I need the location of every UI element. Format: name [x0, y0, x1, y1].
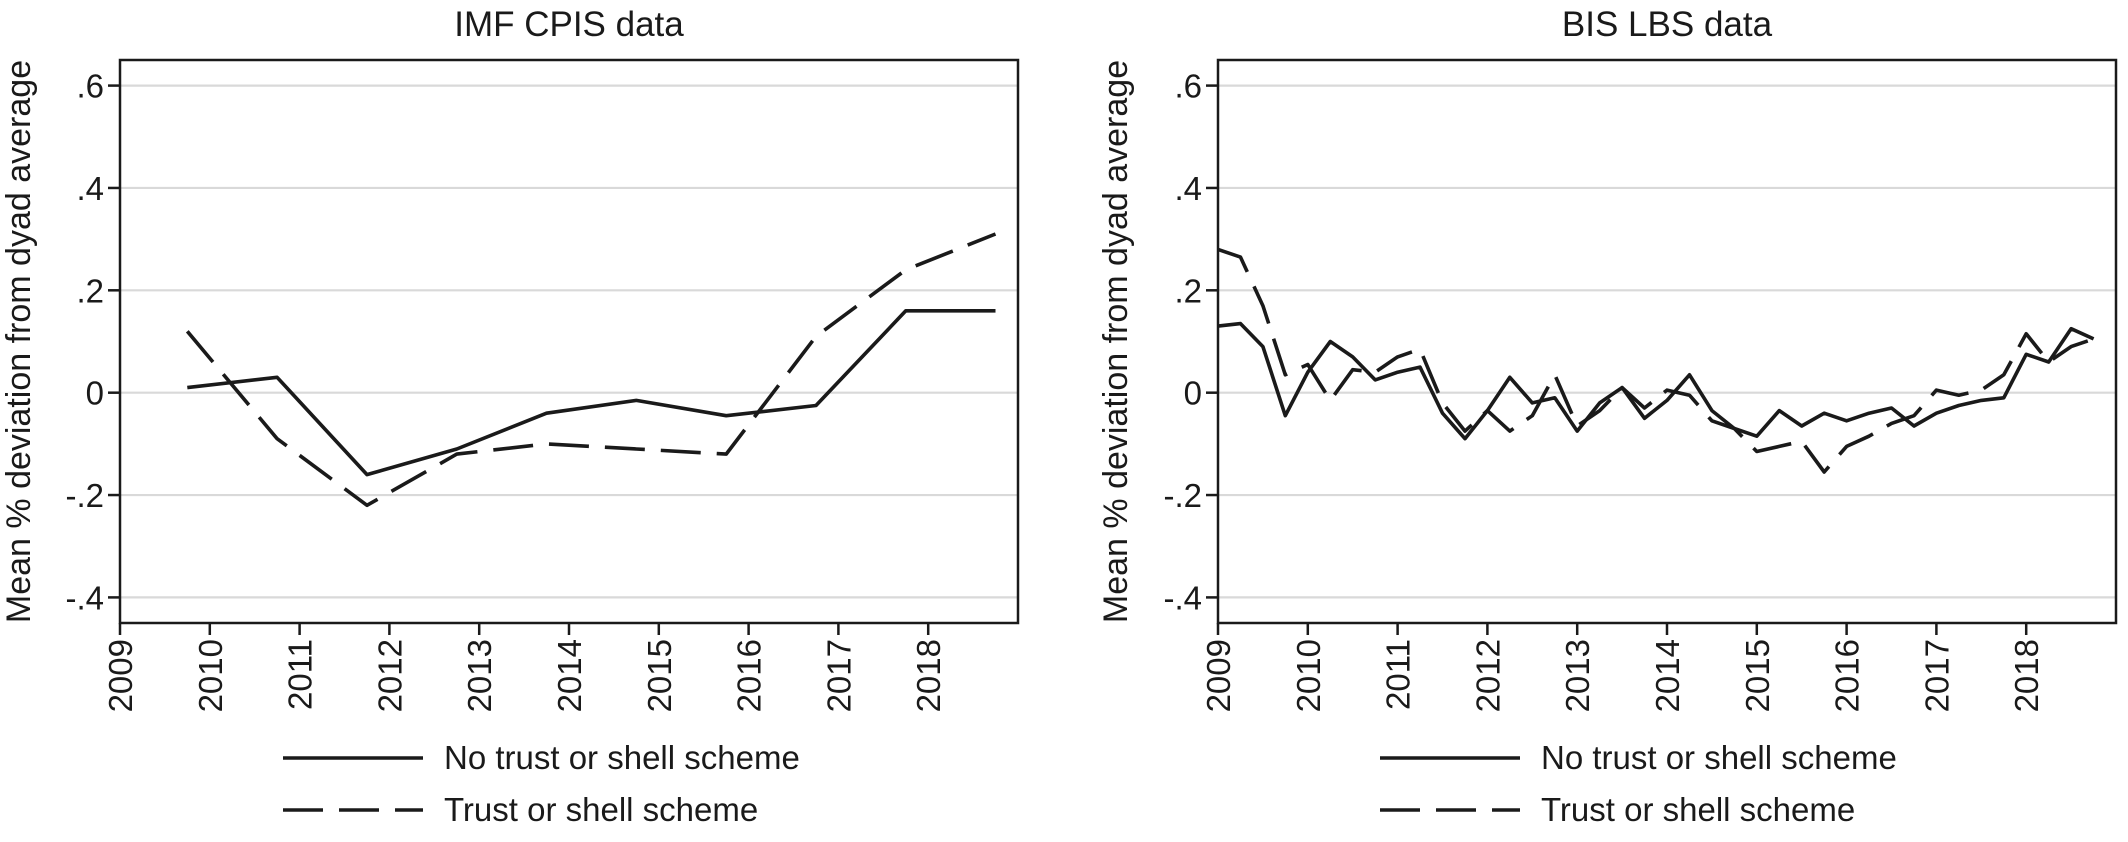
y-tick-label: .4: [76, 170, 104, 207]
y-tick-label: 0: [1184, 375, 1202, 412]
chart-title: BIS LBS data: [1562, 5, 1773, 44]
x-tick-label: 2017: [820, 639, 857, 712]
series-line-trust-or-shell: [1217, 247, 2095, 474]
x-tick-label: 2010: [1290, 639, 1327, 712]
legend-label: Trust or shell scheme: [1541, 791, 1855, 828]
x-tick-label: 2018: [2008, 639, 2045, 712]
x-tick-label: 2013: [461, 639, 498, 712]
plot-frame: [1216, 58, 2118, 625]
y-tick-label: .2: [1174, 272, 1202, 309]
chart-panel-imf-cpis: IMF CPIS data Mean % deviation from dyad …: [0, 5, 1020, 828]
y-axis-label: Mean % deviation from dyad average: [0, 60, 38, 623]
legend-label: No trust or shell scheme: [444, 739, 800, 776]
series-line-no-trust-or-shell: [1217, 321, 2095, 441]
x-tick-label: 2018: [910, 639, 947, 712]
x-tick-label: 2011: [1380, 639, 1417, 710]
x-tick-label: 2013: [1559, 639, 1596, 712]
plot-frame: [118, 58, 1020, 625]
x-tick-label: 2009: [102, 639, 139, 712]
y-tick-label: .4: [1174, 170, 1202, 207]
y-tick-label: -.4: [65, 579, 104, 616]
x-tick-label: 2011: [282, 639, 319, 710]
x-tick-label: 2012: [1469, 639, 1506, 712]
y-tick-label: .2: [76, 272, 104, 309]
x-tick-label: 2012: [371, 639, 408, 712]
x-tick-label: 2015: [1739, 639, 1776, 712]
x-tick-label: 2010: [192, 639, 229, 712]
x-tick-label: 2009: [1200, 639, 1237, 712]
x-tick-label: 2017: [1918, 639, 1955, 712]
y-axis-label: Mean % deviation from dyad average: [1097, 60, 1135, 623]
x-tick-label: 2015: [641, 639, 678, 712]
y-tick-label: -.2: [65, 477, 104, 514]
x-tick-label: 2014: [1649, 639, 1686, 712]
chart-panel-bis-lbs: BIS LBS data Mean % deviation from dyad a…: [1097, 5, 2118, 828]
legend-label: Trust or shell scheme: [444, 791, 758, 828]
y-tick-label: 0: [86, 375, 104, 412]
y-tick-label: .6: [1174, 68, 1202, 105]
y-tick-label: -.2: [1163, 477, 1202, 514]
y-tick-label: .6: [76, 68, 104, 105]
chart-title: IMF CPIS data: [454, 5, 684, 44]
series-line-no-trust-or-shell: [187, 308, 996, 477]
x-tick-label: 2014: [551, 639, 588, 712]
y-tick-label: -.4: [1163, 579, 1202, 616]
x-tick-label: 2016: [1829, 639, 1866, 712]
legend-label: No trust or shell scheme: [1541, 739, 1897, 776]
series-line-trust-or-shell: [185, 232, 997, 508]
x-tick-label: 2016: [731, 639, 768, 712]
